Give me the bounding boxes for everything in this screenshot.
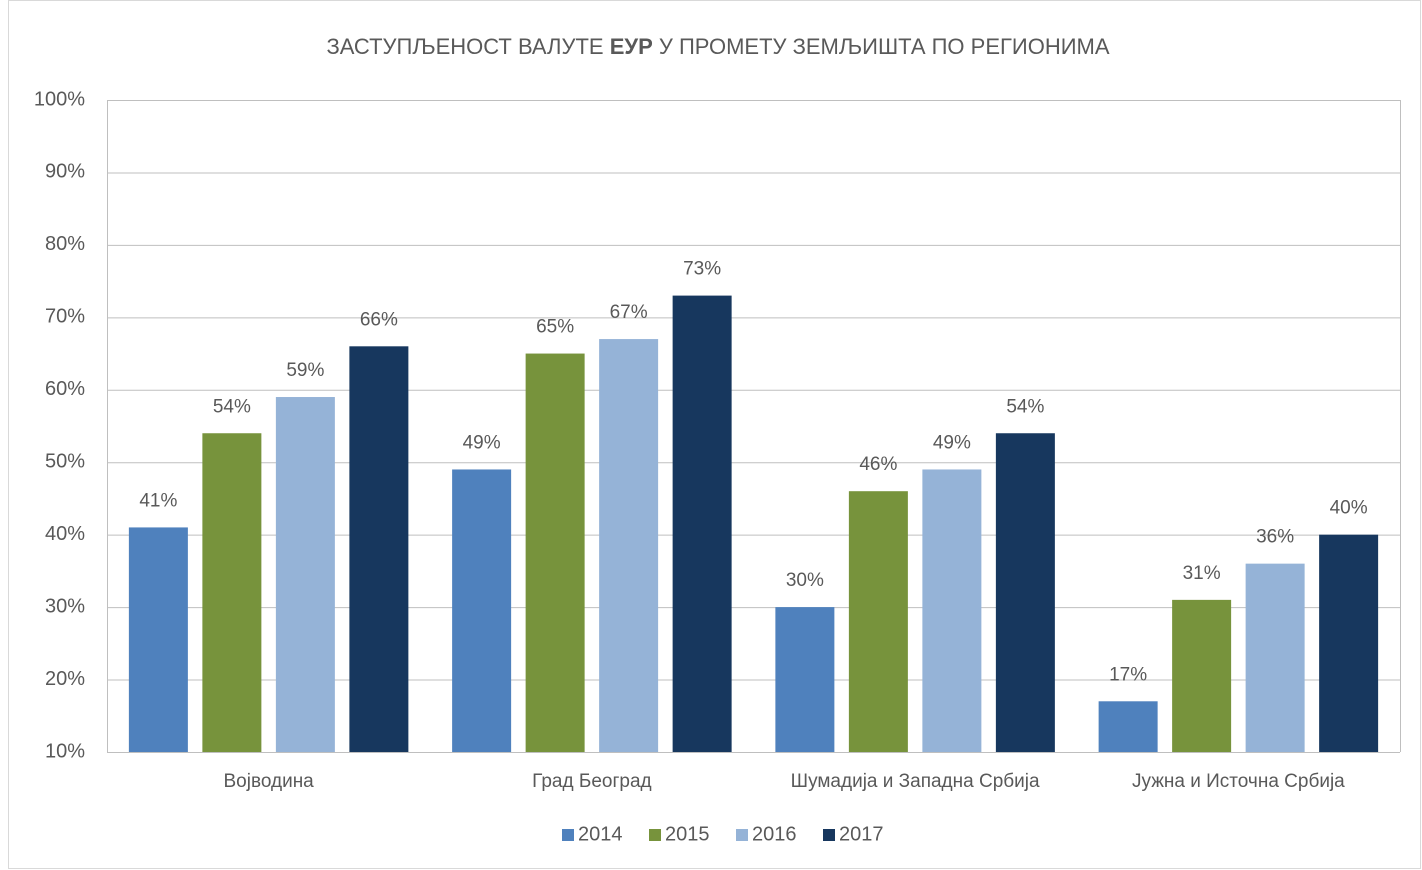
y-tick-label: 40%: [45, 523, 85, 545]
data-label: 31%: [1183, 563, 1221, 584]
data-label: 36%: [1256, 527, 1294, 548]
data-label: 41%: [139, 490, 177, 511]
data-label: 30%: [786, 570, 824, 591]
legend-label: 2014: [578, 823, 623, 845]
data-label: 49%: [463, 432, 501, 453]
y-tick-label: 60%: [45, 378, 85, 400]
bar: [275, 397, 335, 752]
bar: [599, 339, 659, 752]
y-tick-label: 10%: [45, 740, 85, 762]
legend-label: 2016: [752, 823, 797, 845]
data-label: 73%: [683, 259, 721, 280]
data-label: 65%: [536, 317, 574, 338]
x-tick-label: Јужна и Источна Србија: [1132, 771, 1345, 792]
bar: [672, 295, 732, 752]
y-tick-label: 70%: [45, 306, 85, 328]
x-tick-label: Војводина: [224, 771, 315, 792]
data-label: 54%: [1006, 396, 1044, 417]
y-tick-label: 20%: [45, 668, 85, 690]
bar: [128, 527, 188, 752]
x-tick-label: Град Београд: [532, 771, 651, 792]
title-part: У ПРОМЕТУ ЗЕМЉИШТА ПО РЕГИОНИМА: [653, 34, 1110, 59]
y-tick-label: 90%: [45, 161, 85, 183]
bar: [1172, 599, 1232, 752]
bar: [349, 346, 409, 752]
data-label: 17%: [1109, 664, 1147, 685]
bar: [922, 469, 982, 752]
legend-label: 2015: [665, 823, 710, 845]
bar: [848, 491, 908, 752]
y-tick-label: 100%: [34, 88, 85, 110]
legend-swatch: [823, 829, 835, 841]
legend-label: 2017: [839, 823, 884, 845]
data-label: 40%: [1330, 498, 1368, 519]
y-tick-label: 80%: [45, 233, 85, 255]
y-tick-label: 30%: [45, 595, 85, 617]
bar: [775, 607, 835, 752]
title-part: ЗАСТУПЉЕНОСТ ВАЛУТЕ: [326, 34, 609, 59]
legend-swatch: [562, 829, 574, 841]
legend-swatch: [649, 829, 661, 841]
data-label: 54%: [213, 396, 251, 417]
legend-swatch: [736, 829, 748, 841]
title-part: ЕУР: [610, 34, 653, 59]
y-tick-label: 50%: [45, 451, 85, 473]
chart-title: ЗАСТУПЉЕНОСТ ВАЛУТЕ ЕУР У ПРОМЕТУ ЗЕМЉИШ…: [326, 34, 1109, 59]
bar: [1319, 534, 1379, 752]
data-label: 49%: [933, 432, 971, 453]
bar: [202, 433, 262, 752]
bar: [452, 469, 512, 752]
bar: [1098, 701, 1158, 752]
bar: [995, 433, 1055, 752]
data-label: 46%: [859, 454, 897, 475]
bar: [1245, 563, 1305, 752]
data-label: 66%: [360, 309, 398, 330]
data-label: 67%: [610, 302, 648, 323]
x-tick-label: Шумадија и Западна Србија: [791, 771, 1040, 792]
bar: [525, 353, 585, 752]
data-label: 59%: [286, 360, 324, 381]
